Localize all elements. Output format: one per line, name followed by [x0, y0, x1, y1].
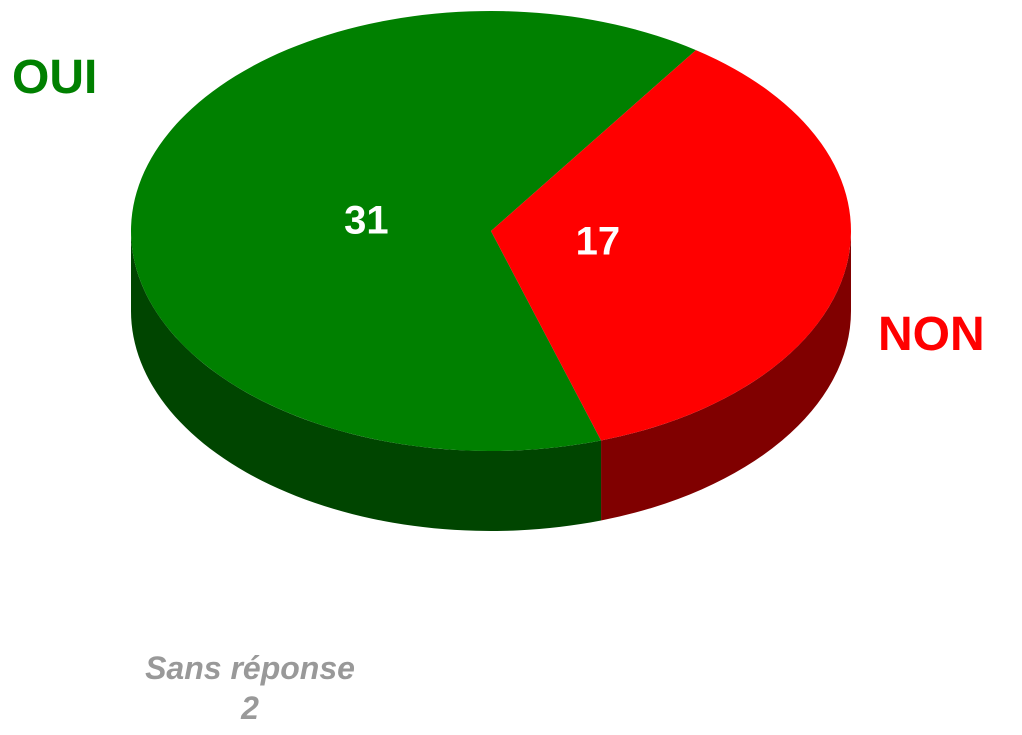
pie-slice-non	[491, 50, 851, 441]
pie-side-oui	[131, 231, 602, 532]
no-answer-value: 2	[241, 690, 259, 726]
no-answer-note: Sans réponse 2	[100, 648, 400, 728]
no-answer-label: Sans réponse	[145, 650, 355, 686]
legend-label-oui: OUI	[12, 51, 98, 104]
pie-side-non	[601, 231, 851, 521]
legend-label-non: NON	[878, 308, 985, 361]
data-label-oui: 31	[344, 199, 389, 243]
pie-slice-oui	[130, 11, 696, 452]
data-label-non: 17	[576, 220, 621, 264]
